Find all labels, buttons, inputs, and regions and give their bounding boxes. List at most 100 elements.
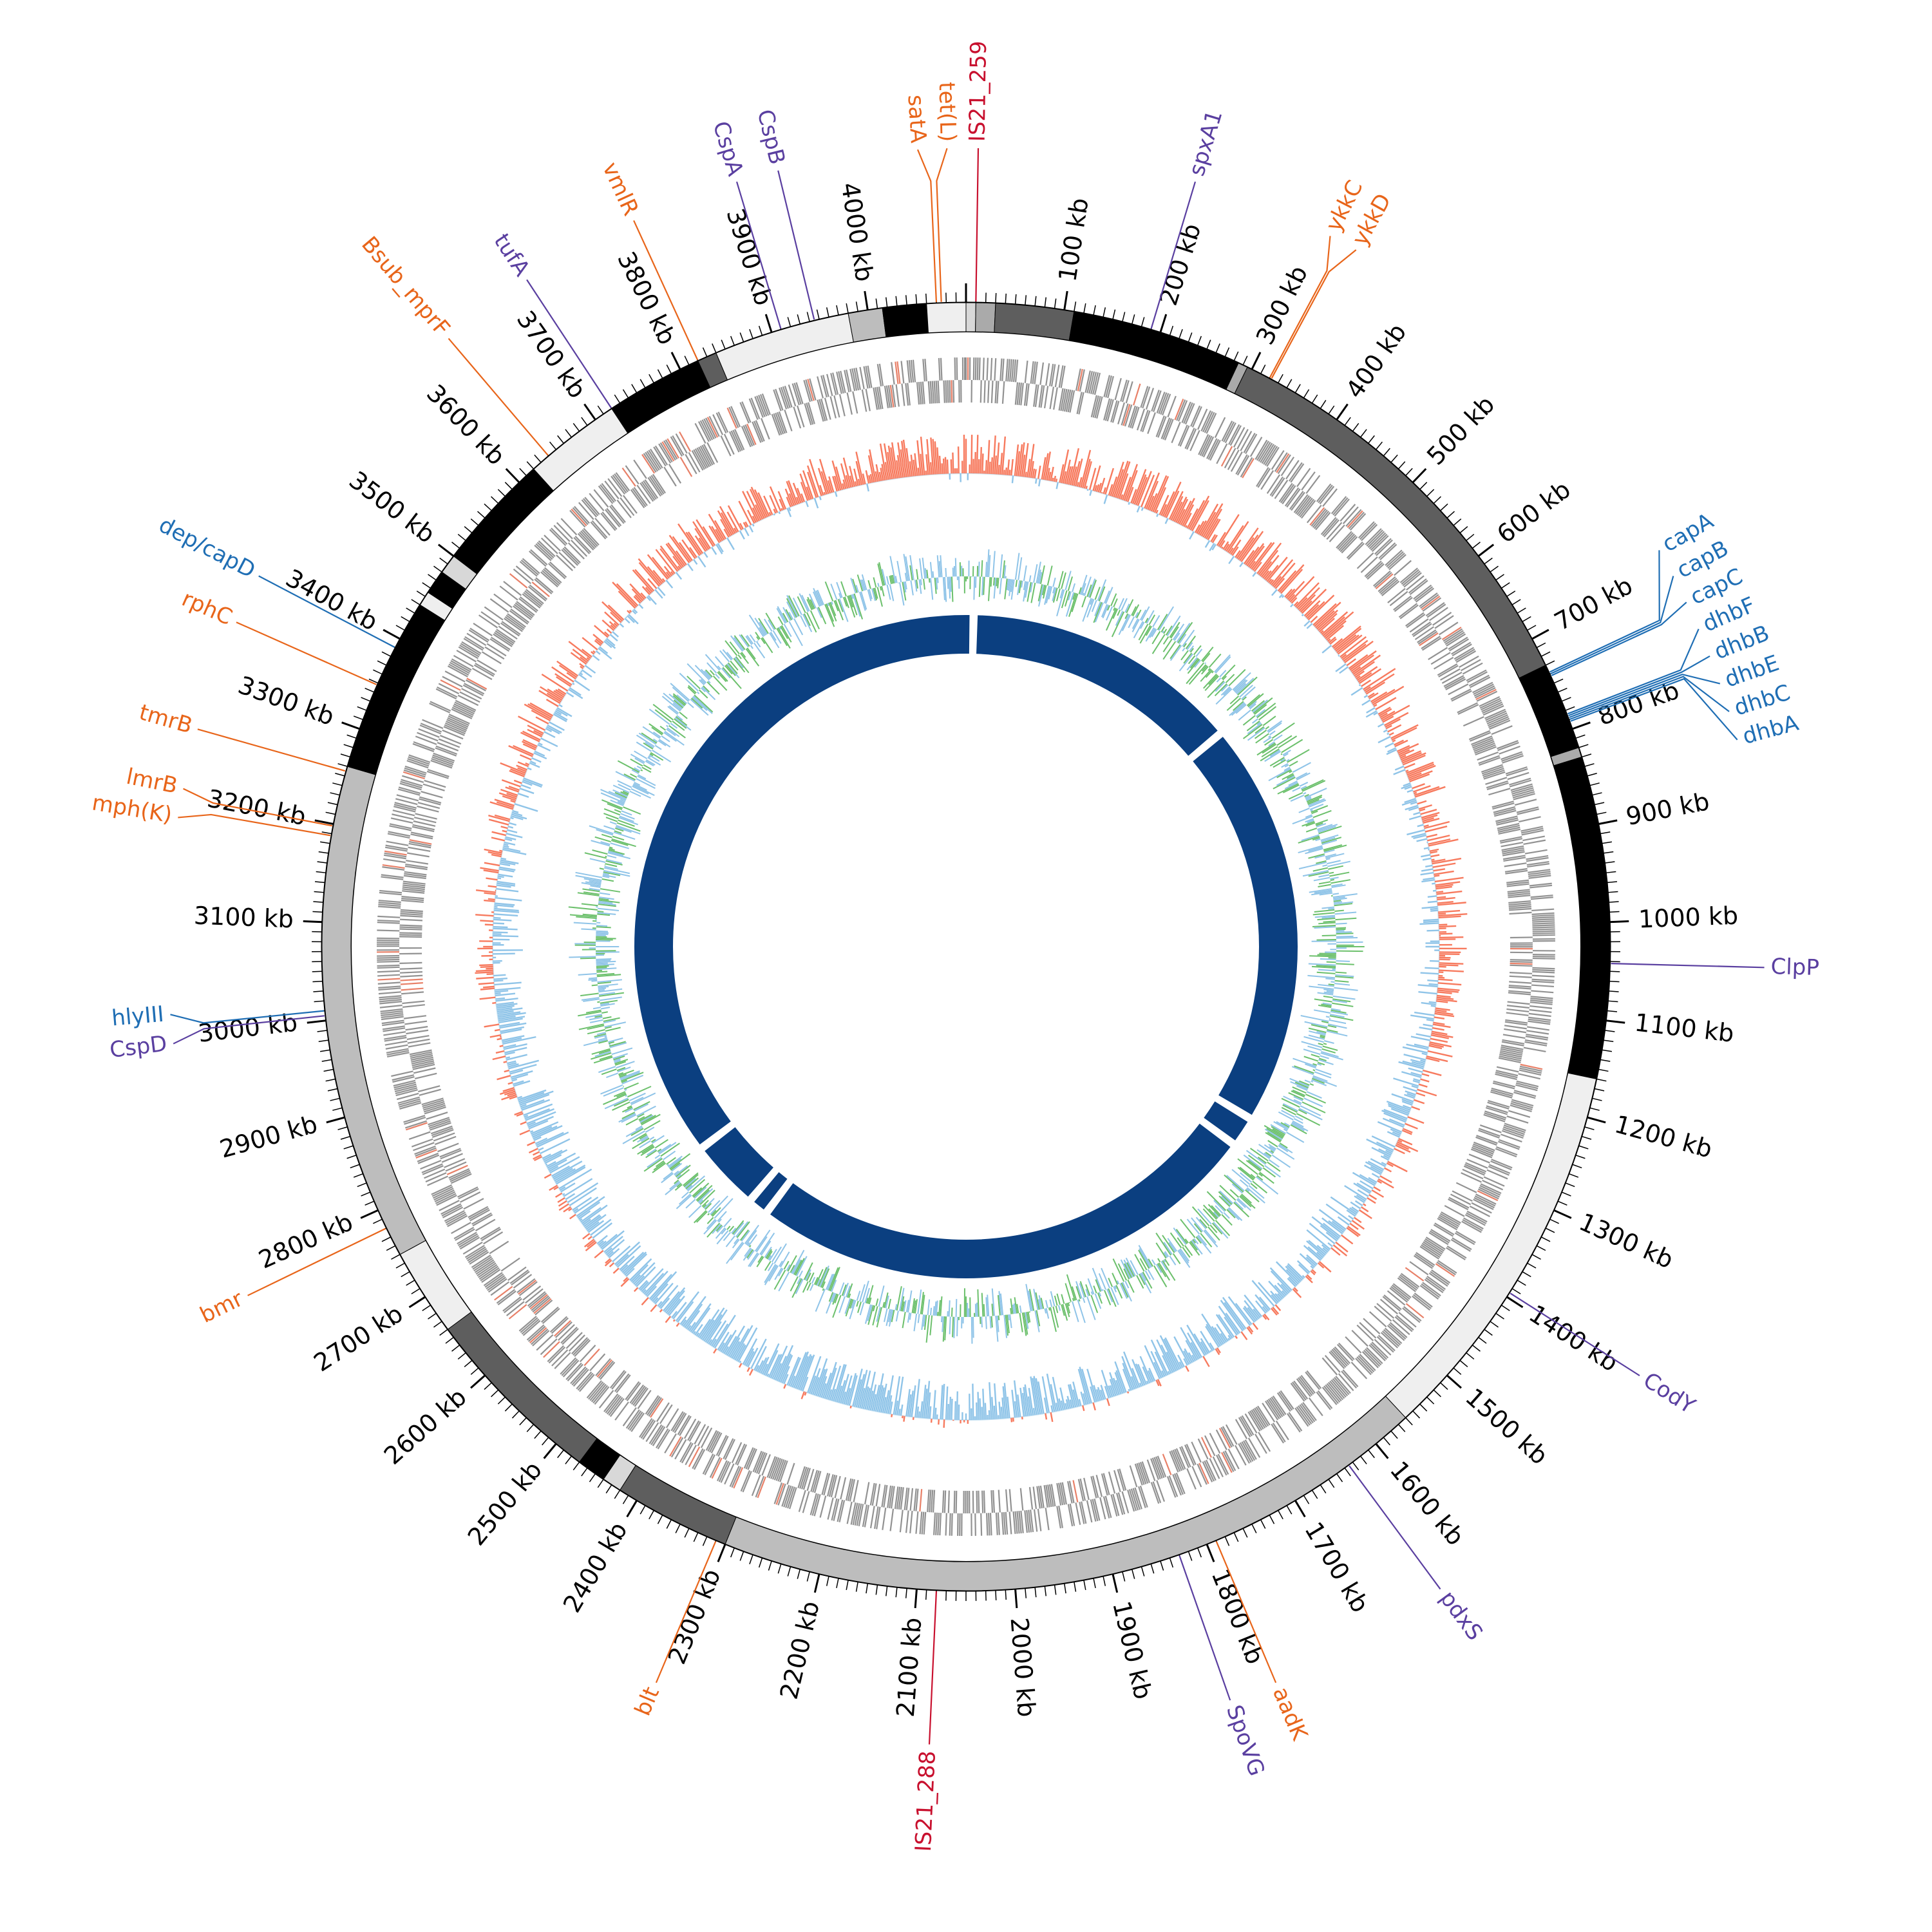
cds-bar bbox=[1181, 401, 1191, 423]
cds-bar bbox=[1474, 744, 1496, 754]
skew-bar bbox=[1050, 466, 1054, 482]
gc-bar bbox=[948, 576, 951, 599]
skew-bar bbox=[549, 1184, 558, 1191]
cds-bar bbox=[978, 1490, 980, 1513]
skew-bar bbox=[1416, 1092, 1426, 1097]
skew-bar bbox=[866, 484, 869, 492]
gc-bar bbox=[1169, 621, 1180, 638]
gc-bar bbox=[596, 958, 612, 960]
gc-bar bbox=[649, 708, 670, 725]
cds-bar bbox=[812, 1470, 820, 1493]
cds-bar bbox=[806, 1468, 815, 1492]
cds-bar bbox=[1373, 570, 1391, 587]
gc-bar bbox=[1262, 715, 1276, 726]
cds-bar bbox=[401, 896, 424, 900]
skew-bar bbox=[1050, 1405, 1054, 1412]
gc-bar bbox=[1162, 630, 1164, 634]
gc-bar bbox=[842, 1282, 849, 1296]
skew-bar bbox=[518, 715, 545, 731]
skew-bar bbox=[1403, 1086, 1417, 1092]
skew-bar bbox=[1430, 1005, 1436, 1007]
skew-bar bbox=[776, 1345, 794, 1381]
skew-bar bbox=[868, 475, 871, 484]
gc-bar bbox=[1118, 614, 1130, 636]
cds-bar bbox=[529, 584, 548, 600]
gc-bar bbox=[1072, 583, 1075, 592]
gc-bar bbox=[981, 1293, 984, 1317]
gc-bar bbox=[603, 873, 609, 876]
cds-bar bbox=[637, 1390, 652, 1410]
gc-bar bbox=[605, 863, 618, 867]
skew-bar bbox=[1311, 1269, 1317, 1274]
cds-bar bbox=[909, 1488, 914, 1511]
gc-bar bbox=[1165, 625, 1173, 636]
gc-bar bbox=[790, 1276, 799, 1292]
skew-bar bbox=[1209, 1350, 1212, 1352]
cds-bar bbox=[1509, 975, 1532, 978]
gc-bar bbox=[597, 912, 616, 915]
gc-bar bbox=[801, 594, 810, 612]
skew-bar bbox=[654, 1282, 674, 1305]
cds-bar bbox=[1177, 400, 1188, 422]
gc-bar bbox=[900, 1296, 905, 1312]
gc-bar bbox=[701, 668, 711, 679]
skew-bar bbox=[511, 1078, 518, 1082]
skew-bar bbox=[1310, 1270, 1316, 1276]
cds-bar bbox=[578, 531, 596, 549]
cds-bar bbox=[1202, 436, 1215, 458]
cds-bar bbox=[1217, 1454, 1229, 1475]
cds-bar bbox=[569, 509, 586, 528]
skew-bar bbox=[667, 1298, 681, 1315]
gc-bar bbox=[706, 681, 720, 695]
cds-bar bbox=[446, 1213, 467, 1226]
skew-bar bbox=[857, 1369, 868, 1408]
gc-bar bbox=[1162, 641, 1177, 660]
gc-bar bbox=[1279, 1142, 1288, 1149]
gc-bar bbox=[746, 635, 754, 645]
cds-bar bbox=[1077, 1479, 1084, 1502]
skew-bar bbox=[1384, 712, 1409, 726]
cds-bar bbox=[402, 771, 425, 780]
gc-bar bbox=[1239, 1166, 1255, 1180]
cds-bar bbox=[1050, 364, 1056, 387]
gc-bar bbox=[860, 579, 865, 591]
gc-bar bbox=[596, 930, 609, 933]
gc-bar bbox=[1187, 658, 1200, 674]
gc-bar bbox=[1238, 709, 1251, 721]
cds-bar bbox=[422, 1165, 444, 1175]
cds-bar bbox=[1508, 893, 1531, 896]
gc-bar bbox=[1037, 1299, 1041, 1310]
cds-bar bbox=[1332, 1347, 1349, 1365]
skew-bar bbox=[945, 1386, 949, 1420]
cds-bar bbox=[674, 1439, 687, 1460]
gc-bar bbox=[1298, 1080, 1310, 1086]
gc-bar bbox=[1280, 753, 1283, 755]
cds-bar bbox=[1523, 839, 1546, 846]
cds-bar bbox=[1466, 669, 1487, 681]
skew-bar bbox=[544, 1173, 552, 1179]
skew-bar bbox=[513, 779, 522, 784]
skew-bar bbox=[540, 1138, 571, 1155]
skew-bar bbox=[1306, 1229, 1331, 1250]
cds-bar bbox=[1506, 1115, 1529, 1124]
cds-bar bbox=[468, 1249, 488, 1264]
cds-bar bbox=[508, 1303, 527, 1320]
cds-bar bbox=[1526, 1034, 1549, 1039]
skew-bar bbox=[1406, 1093, 1416, 1097]
cds-bar bbox=[1491, 1087, 1513, 1095]
cds-bar bbox=[1402, 1307, 1421, 1323]
gc-bar bbox=[1202, 665, 1208, 672]
gc-bar bbox=[1264, 1164, 1281, 1178]
gc-bar bbox=[638, 774, 647, 780]
gc-bar bbox=[1309, 985, 1334, 990]
cds-bar bbox=[1272, 1423, 1286, 1443]
skew-bar bbox=[798, 1355, 813, 1390]
gc-bar bbox=[1333, 897, 1347, 901]
cds-bar bbox=[1422, 1282, 1441, 1297]
gc-bar bbox=[593, 1056, 613, 1064]
skew-bar bbox=[514, 1111, 523, 1116]
gc-bar bbox=[813, 587, 822, 607]
gc-bar bbox=[1299, 781, 1309, 787]
skew-bar bbox=[891, 1414, 893, 1417]
skew-bar bbox=[1155, 509, 1159, 514]
